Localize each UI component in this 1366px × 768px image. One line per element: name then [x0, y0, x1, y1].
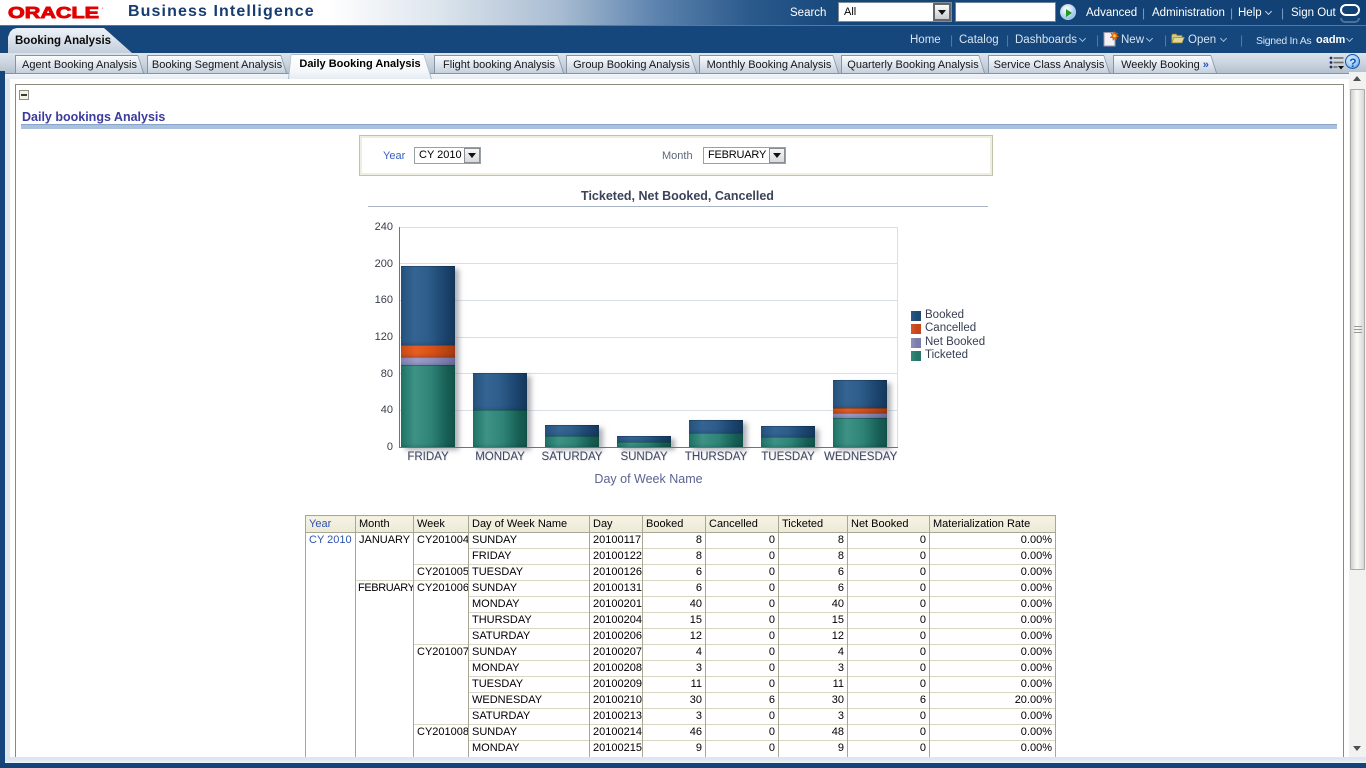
svg-text:': '	[102, 8, 103, 14]
svg-text:ORACLE: ORACLE	[8, 5, 99, 21]
